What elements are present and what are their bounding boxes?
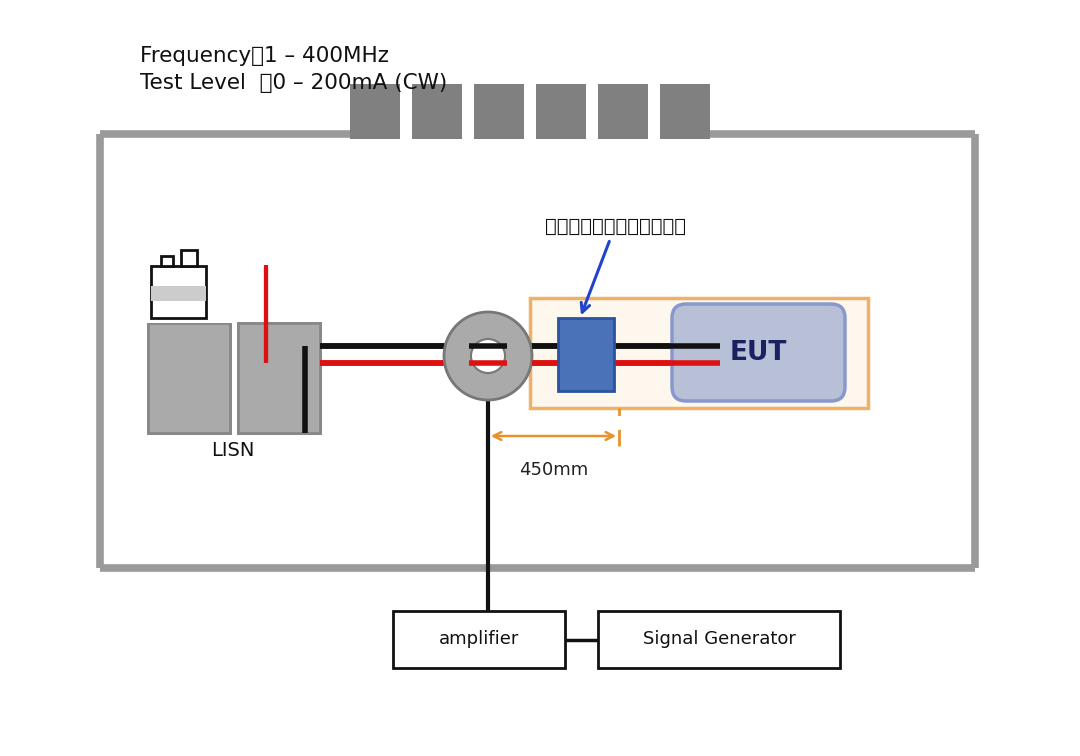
Text: Signal Generator: Signal Generator bbox=[643, 631, 796, 649]
Circle shape bbox=[471, 339, 505, 373]
Text: amplifier: amplifier bbox=[438, 631, 519, 649]
Bar bbox=[598, 84, 648, 139]
Bar bbox=[598, 611, 840, 668]
Bar bbox=[474, 84, 524, 139]
Text: EUT: EUT bbox=[730, 339, 787, 365]
Bar bbox=[558, 318, 615, 391]
Bar bbox=[143, 243, 233, 323]
Bar bbox=[148, 323, 230, 433]
Bar bbox=[530, 298, 868, 408]
Bar bbox=[238, 323, 320, 433]
Bar bbox=[411, 84, 462, 139]
Text: Test Level  ：0 – 200mA (CW): Test Level ：0 – 200mA (CW) bbox=[140, 73, 447, 93]
Bar bbox=[151, 286, 206, 301]
Bar bbox=[536, 84, 586, 139]
Bar bbox=[148, 265, 222, 325]
Bar bbox=[143, 243, 233, 323]
Text: LISN: LISN bbox=[212, 441, 255, 460]
Bar bbox=[181, 250, 197, 266]
Bar bbox=[350, 84, 400, 139]
Bar bbox=[660, 84, 710, 139]
Text: 450mm: 450mm bbox=[518, 461, 589, 479]
Bar bbox=[151, 266, 206, 318]
Circle shape bbox=[444, 312, 532, 400]
Bar bbox=[393, 611, 565, 668]
Bar bbox=[181, 250, 197, 266]
Bar bbox=[151, 266, 206, 318]
Text: Frequency：1 – 400MHz: Frequency：1 – 400MHz bbox=[140, 46, 389, 66]
Bar bbox=[148, 323, 230, 433]
Bar bbox=[161, 256, 173, 266]
Bar bbox=[151, 286, 206, 301]
Bar bbox=[161, 256, 173, 266]
Text: 安装了共模拼流线圈的基板: 安装了共模拼流线圈的基板 bbox=[544, 217, 686, 312]
Bar bbox=[238, 323, 320, 433]
FancyBboxPatch shape bbox=[672, 304, 845, 401]
